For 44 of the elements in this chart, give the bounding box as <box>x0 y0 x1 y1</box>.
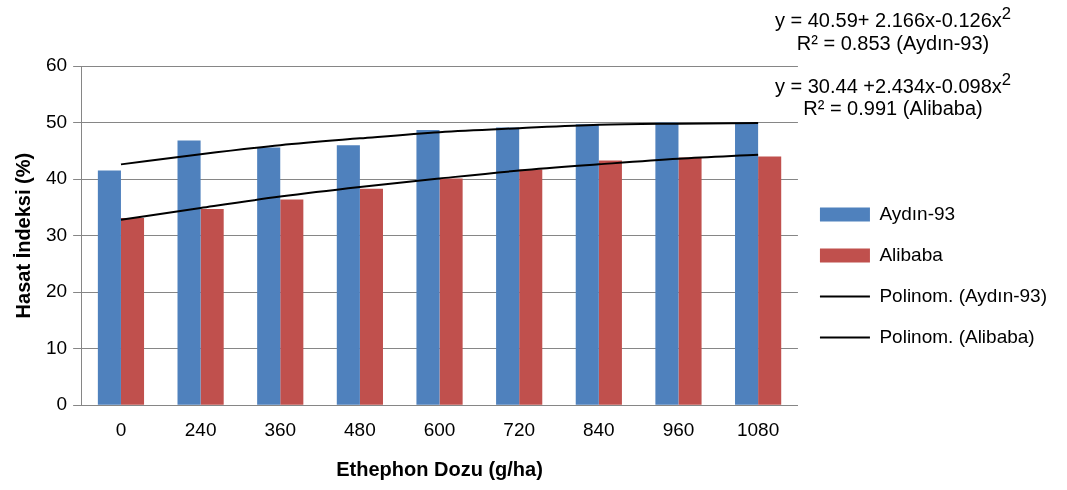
bar <box>519 169 543 405</box>
y-tick-label: 0 <box>56 393 68 415</box>
x-tick-label: 240 <box>184 418 217 440</box>
y-tick-label: 20 <box>45 280 68 302</box>
bar <box>439 178 463 405</box>
bar <box>496 127 520 405</box>
bar <box>575 124 599 405</box>
bar <box>177 140 201 405</box>
x-tick-label: 840 <box>582 418 615 440</box>
bar <box>598 160 622 405</box>
text: y = 30.44 +2.434x-0.098x$^{2}$ R² = 0.991 (Alibaba) <box>774 69 1012 120</box>
bar <box>257 147 281 405</box>
bar <box>120 218 145 405</box>
bar <box>655 122 679 405</box>
line-series <box>119 153 760 221</box>
y-tick-label: 40 <box>45 167 68 189</box>
legend-label: Aydın-93 <box>879 202 956 224</box>
bar <box>758 156 782 405</box>
legend-label: Alibaba <box>879 243 944 265</box>
x-tick-label: 1080 <box>736 418 780 440</box>
y-tick-label: 30 <box>45 223 68 245</box>
bar <box>735 122 759 405</box>
y-tick-label: 50 <box>45 110 68 132</box>
x-axis-title: Ethephon Dozu (g/ha) <box>336 457 543 480</box>
bar <box>280 199 304 405</box>
x-tick-label: 0 <box>115 418 127 440</box>
bar <box>97 170 121 405</box>
line-series <box>119 122 760 166</box>
bar <box>678 157 702 405</box>
text: y = 40.59+ 2.166x-0.126x$^{2}$ R² = 0.853 (Aydın-93) <box>773 3 1013 55</box>
y-axis-title: Hasat İndeksi (%) <box>11 152 34 319</box>
x-tick-label: 480 <box>344 418 376 440</box>
x-tick-label: 600 <box>423 418 456 440</box>
y-tick-label: 60 <box>45 54 68 76</box>
x-tick-label: 960 <box>662 418 695 440</box>
bar <box>359 188 383 405</box>
legend-label: Polinom. (Aydın-93) <box>879 284 1047 306</box>
bar <box>416 129 440 405</box>
y-tick-label: 10 <box>45 336 68 358</box>
bar <box>336 145 360 405</box>
bar <box>200 209 224 405</box>
x-tick-label: 360 <box>264 418 297 440</box>
x-tick-label: 720 <box>503 418 536 440</box>
legend-label: Polinom. (Alibaba) <box>879 325 1035 347</box>
